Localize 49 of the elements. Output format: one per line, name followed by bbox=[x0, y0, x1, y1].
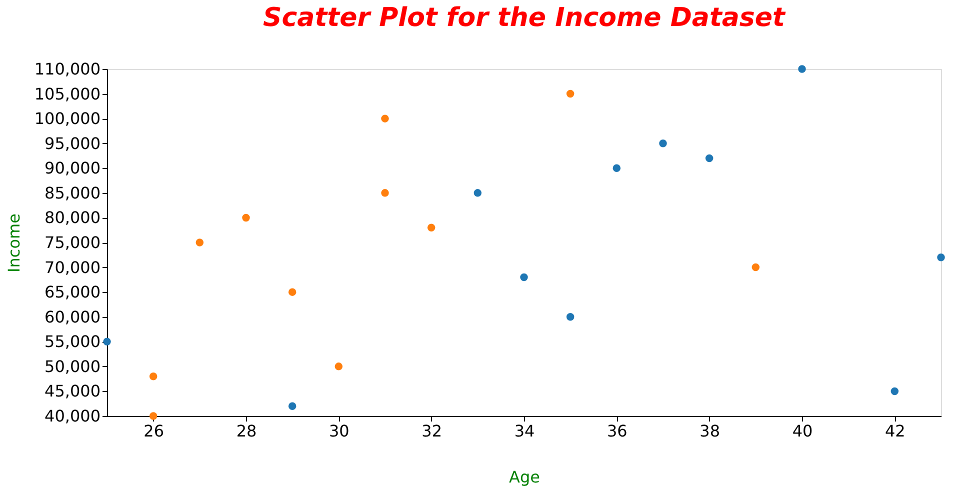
point bbox=[566, 312, 574, 321]
y-tick-label: 110,000 bbox=[34, 60, 100, 78]
point bbox=[381, 114, 389, 122]
point bbox=[890, 387, 899, 396]
point bbox=[659, 139, 667, 148]
point bbox=[520, 273, 528, 282]
point bbox=[288, 402, 296, 410]
y-tick-label: 40,000 bbox=[44, 406, 100, 426]
point bbox=[149, 412, 158, 420]
y-tick-label: 50,000 bbox=[44, 356, 100, 376]
y-tick-label: 55,000 bbox=[44, 332, 100, 352]
x-tick-label: 32 bbox=[422, 422, 442, 440]
point bbox=[242, 214, 250, 222]
y-tick-label: 95,000 bbox=[44, 134, 100, 153]
point bbox=[937, 254, 945, 262]
point bbox=[427, 224, 436, 232]
y-tick-label: 90,000 bbox=[44, 158, 100, 178]
x-tick-label: 36 bbox=[606, 422, 628, 440]
point bbox=[566, 90, 574, 98]
point bbox=[381, 189, 389, 197]
y-tick-label: 100,000 bbox=[34, 109, 100, 128]
chart-title: Scatter Plot for the Income Dataset bbox=[263, 3, 787, 33]
point bbox=[334, 362, 343, 370]
y-axis-title: Income bbox=[4, 214, 24, 272]
x-tick-label: 28 bbox=[236, 422, 257, 440]
y-tick-label: 45,000 bbox=[44, 382, 100, 401]
point bbox=[705, 154, 714, 162]
y-tick-label: 60,000 bbox=[44, 307, 100, 326]
x-tick-label: 34 bbox=[514, 422, 535, 440]
x-tick-label: 42 bbox=[884, 422, 906, 440]
point bbox=[752, 263, 760, 272]
x-tick-label: 38 bbox=[700, 422, 720, 440]
y-tick-label: 70,000 bbox=[44, 258, 100, 277]
x-tick-label: 40 bbox=[792, 422, 813, 440]
point bbox=[474, 189, 482, 197]
y-tick-label: 85,000 bbox=[44, 183, 100, 202]
point bbox=[798, 65, 806, 73]
y-tick-label: 80,000 bbox=[44, 208, 100, 228]
point bbox=[103, 338, 111, 346]
x-axis-title: Age bbox=[509, 468, 540, 486]
point bbox=[612, 164, 621, 172]
point bbox=[288, 288, 296, 296]
point bbox=[196, 238, 204, 246]
y-tick-label: 105,000 bbox=[34, 84, 100, 104]
x-tick-label: 30 bbox=[328, 422, 350, 440]
x-tick-label: 26 bbox=[144, 422, 164, 440]
y-tick-label: 75,000 bbox=[44, 233, 100, 252]
point bbox=[149, 372, 158, 380]
y-tick-label: 65,000 bbox=[44, 282, 100, 302]
